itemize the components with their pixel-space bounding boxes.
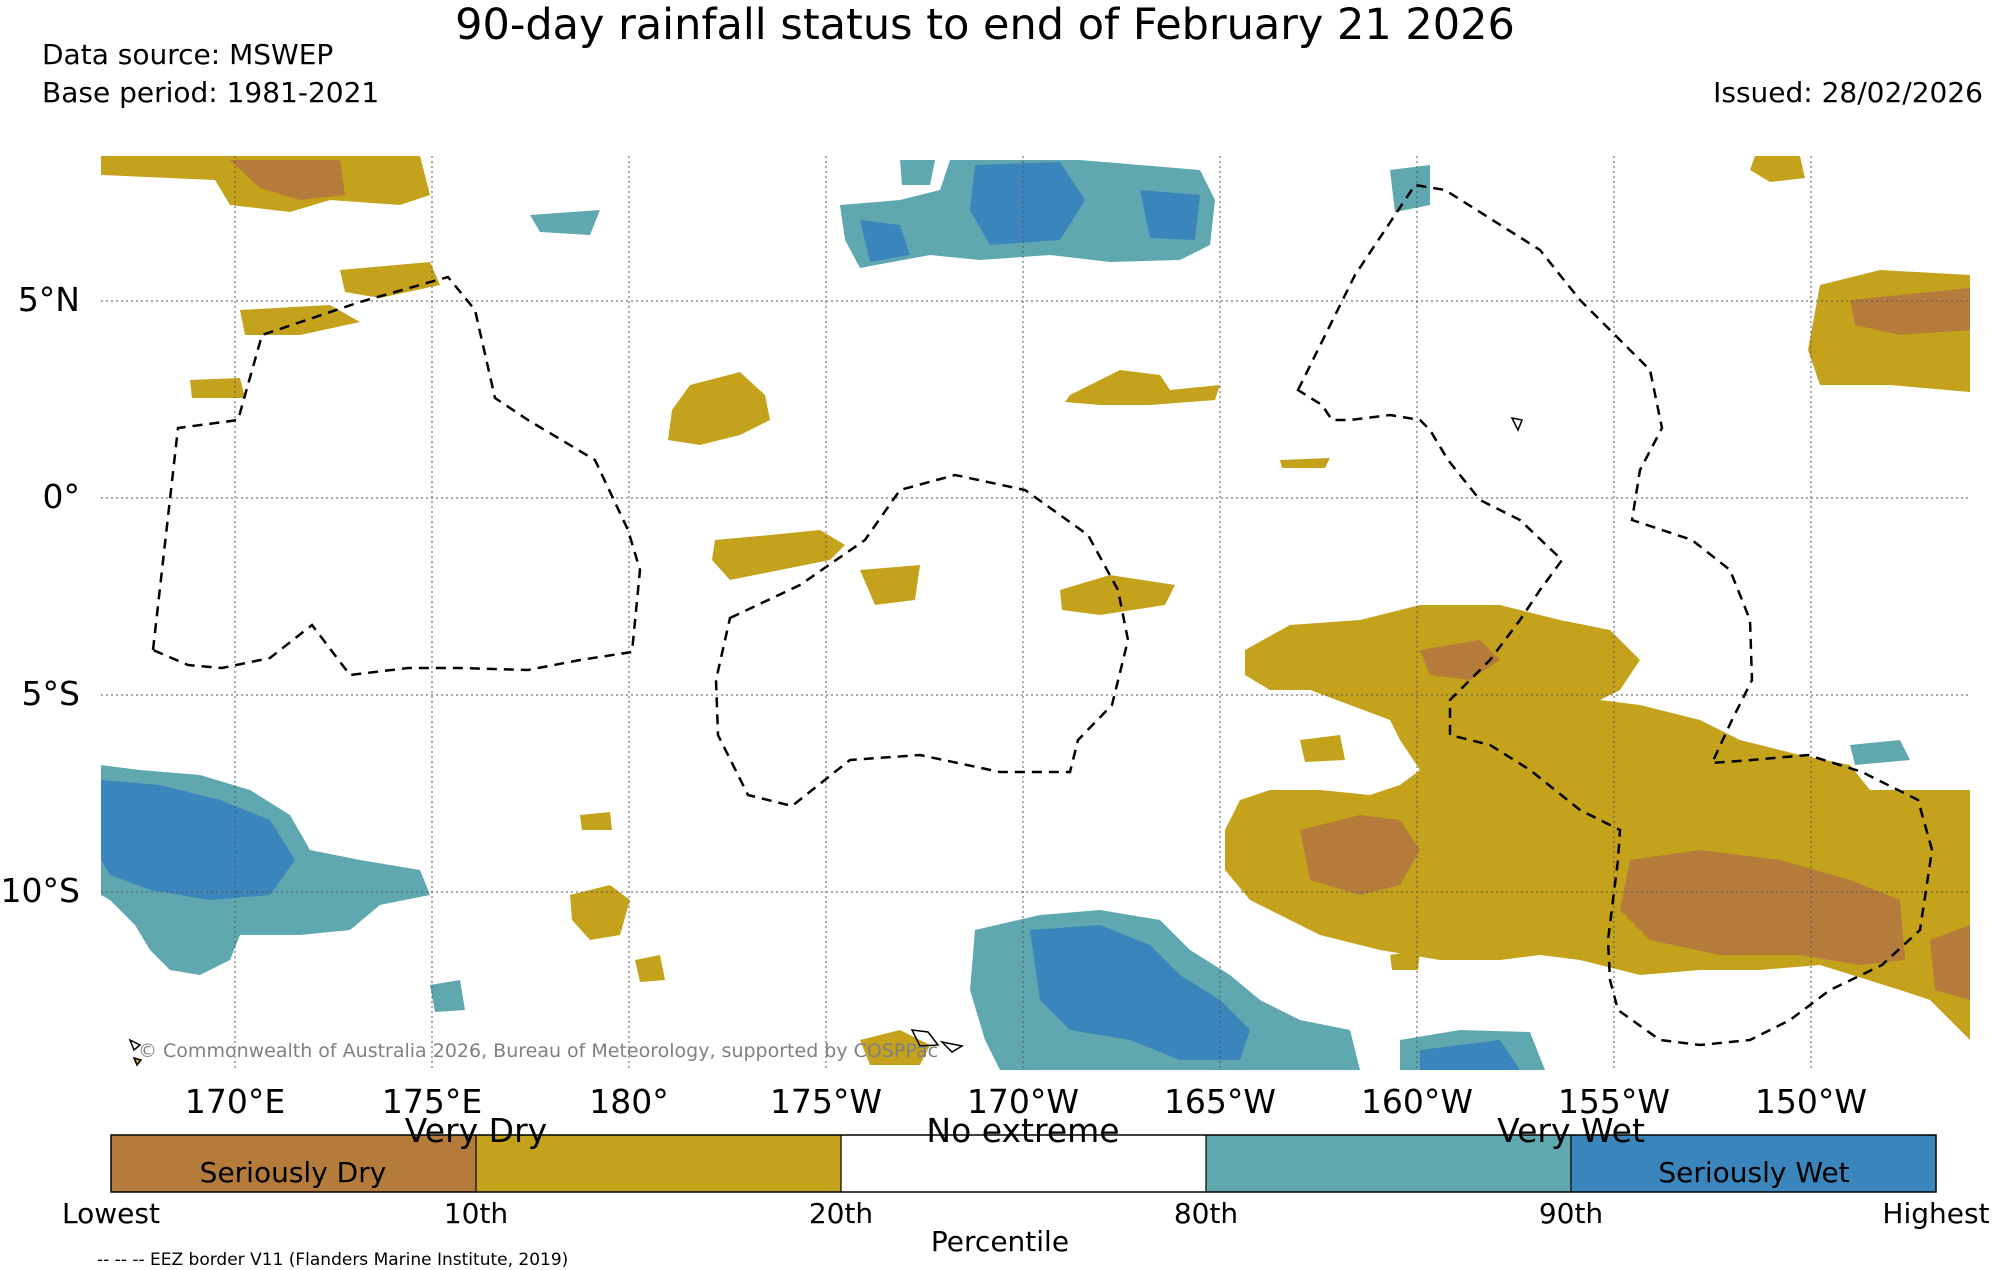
map-panel [101, 156, 1970, 1070]
lon-label-150w: 150°W [1755, 1082, 1867, 1121]
map-title: 90-day rainfall status to end of Februar… [455, 0, 1515, 50]
copyright-notice: © Commonwealth of Australia 2026, Bureau… [138, 1040, 939, 1062]
wet-region-south-central [970, 910, 1545, 1070]
label-seriously-dry: Seriously Dry [200, 1156, 387, 1189]
data-source-label: Data source: MSWEP [42, 38, 334, 71]
eez-borders [151, 183, 1934, 1047]
pct-90th: 90th [1539, 1197, 1603, 1230]
colorbar-seriously-wet [1571, 1135, 1936, 1192]
lon-label-160w: 160°W [1361, 1082, 1473, 1121]
lat-label-5n: 5°N [18, 280, 80, 319]
colorbar-no-extreme [841, 1135, 1206, 1192]
pct-lowest: Lowest [62, 1197, 160, 1230]
dry-region-northeast [1750, 156, 1970, 392]
wet-region-southwest [101, 765, 465, 1012]
dry-patches-central [668, 370, 1330, 615]
longitude-labels: 170°E 175°E 180° 175°W 170°W 165°W 160°W… [185, 1082, 1867, 1121]
lat-label-10s: 10°S [1, 871, 80, 910]
pct-20th: 20th [809, 1197, 873, 1230]
lon-label-180: 180° [589, 1082, 669, 1121]
issued-date-label: Issued: 28/02/2026 [1713, 76, 1983, 109]
pct-80th: 80th [1174, 1197, 1238, 1230]
category-very-wet: Very Wet [1497, 1111, 1645, 1150]
colorbar: Very Dry No extreme Very Wet Seriously D… [62, 1111, 1990, 1230]
colorbar-very-dry [476, 1135, 841, 1192]
lon-label-165w: 165°W [1164, 1082, 1276, 1121]
colorbar-axis-label: Percentile [930, 1225, 1070, 1258]
lat-label-5s: 5°S [22, 674, 80, 713]
eez-footnote: -- -- -- EEZ border V11 (Flanders Marine… [97, 1250, 569, 1270]
base-period-label: Base period: 1981-2021 [42, 76, 380, 109]
lat-label-0: 0° [43, 477, 81, 516]
lon-label-155w: 155°W [1558, 1082, 1670, 1121]
lon-label-175w: 175°W [770, 1082, 882, 1121]
latitude-labels: 5°N 0° 5°S 10°S [1, 280, 80, 910]
dry-region-southeast [1225, 605, 1970, 1040]
dry-patches-south [570, 812, 930, 1065]
category-no-extreme: No extreme [926, 1111, 1119, 1150]
graticule [101, 156, 1970, 1070]
category-very-dry: Very Dry [405, 1111, 547, 1150]
pct-10th: 10th [444, 1197, 508, 1230]
label-seriously-wet: Seriously Wet [1658, 1156, 1849, 1189]
pct-highest: Highest [1882, 1197, 1989, 1230]
wet-region-north-central [530, 160, 1430, 268]
colorbar-very-wet [1206, 1135, 1571, 1192]
colorbar-seriously-dry [111, 1135, 476, 1192]
islands [128, 416, 1524, 1067]
lon-label-170e: 170°E [185, 1082, 285, 1121]
lon-label-170w: 170°W [967, 1082, 1079, 1121]
lon-label-175e: 175°E [382, 1082, 482, 1121]
